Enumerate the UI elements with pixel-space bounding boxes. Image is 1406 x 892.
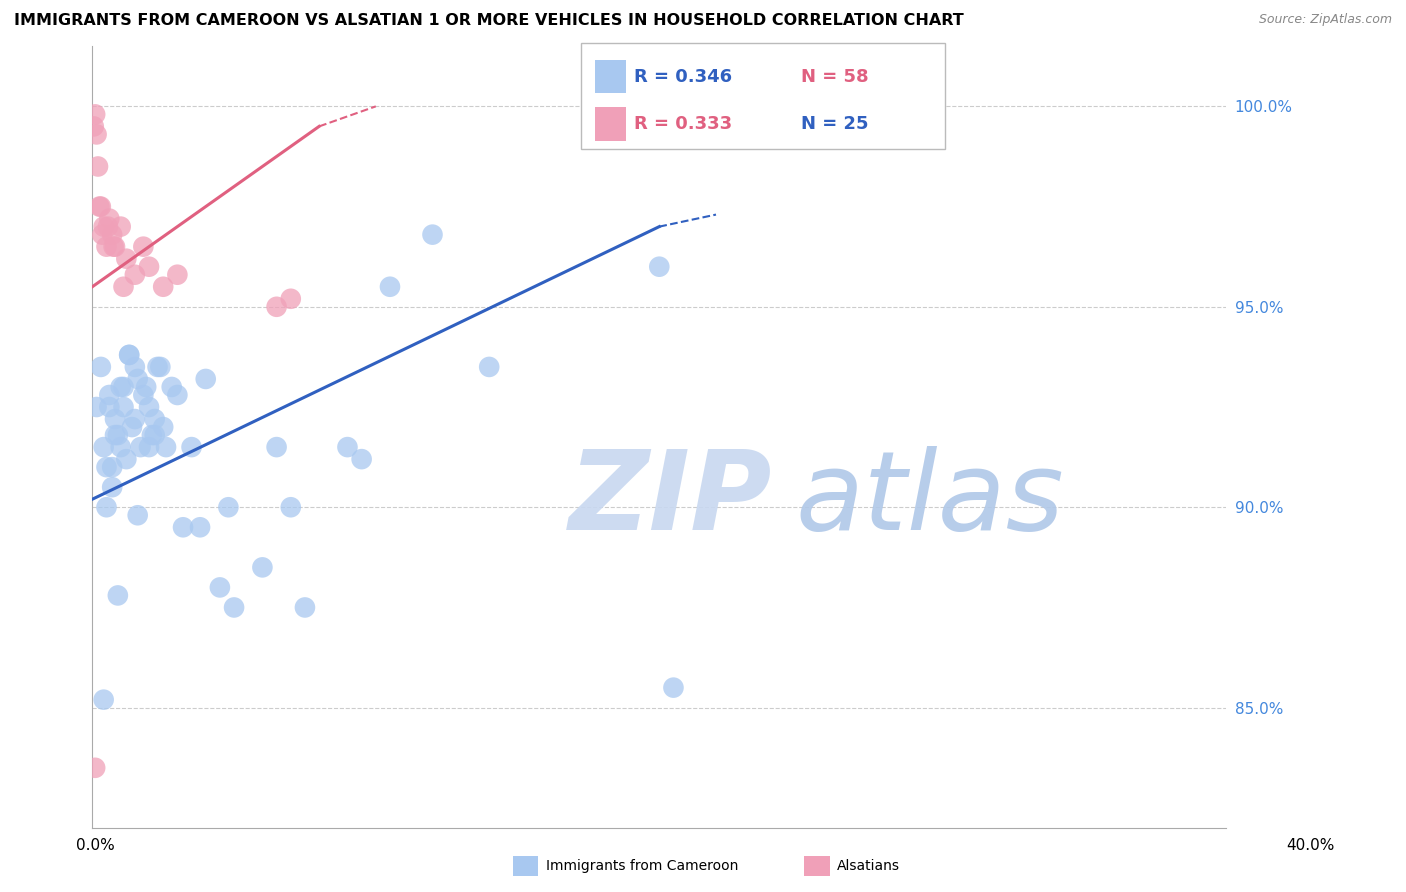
Point: [118, 348, 141, 362]
Point: [143, 428, 166, 442]
Point: [96, 500, 118, 515]
Point: [112, 380, 135, 394]
Point: [124, 412, 146, 426]
Text: Alsatians: Alsatians: [837, 859, 900, 873]
Point: [217, 500, 239, 515]
Point: [132, 388, 155, 402]
Point: [98, 388, 121, 402]
Text: N = 25: N = 25: [801, 115, 869, 133]
Point: [84, 107, 107, 121]
Point: [280, 292, 302, 306]
Point: [155, 440, 177, 454]
Point: [132, 240, 155, 254]
Point: [266, 300, 288, 314]
Point: [129, 440, 152, 454]
Point: [104, 240, 127, 254]
Point: [124, 359, 146, 374]
Text: atlas: atlas: [796, 446, 1064, 553]
Text: 0.0%: 0.0%: [76, 838, 115, 853]
Point: [141, 428, 163, 442]
Point: [350, 452, 373, 467]
Point: [112, 400, 135, 414]
Point: [98, 211, 121, 226]
Point: [96, 460, 118, 475]
Text: N = 58: N = 58: [801, 68, 869, 86]
Point: [222, 600, 245, 615]
Point: [138, 440, 160, 454]
Point: [152, 420, 174, 434]
Point: [107, 589, 129, 603]
Point: [118, 348, 141, 362]
Point: [172, 520, 194, 534]
Point: [115, 252, 138, 266]
Point: [104, 412, 127, 426]
Point: [93, 440, 115, 454]
Point: [110, 380, 132, 394]
Point: [135, 380, 157, 394]
Point: [422, 227, 444, 242]
Point: [84, 761, 107, 775]
Text: R = 0.333: R = 0.333: [634, 115, 733, 133]
Point: [166, 268, 188, 282]
Point: [252, 560, 274, 574]
Point: [266, 440, 288, 454]
Point: [124, 268, 146, 282]
Point: [89, 200, 111, 214]
Text: Immigrants from Cameroon: Immigrants from Cameroon: [546, 859, 738, 873]
Point: [149, 359, 172, 374]
Point: [152, 279, 174, 293]
Point: [97, 219, 120, 234]
Point: [127, 508, 149, 523]
Point: [648, 260, 671, 274]
Point: [86, 128, 108, 142]
Point: [188, 520, 211, 534]
Point: [110, 219, 132, 234]
Point: [101, 460, 124, 475]
Point: [662, 681, 685, 695]
Point: [336, 440, 359, 454]
Point: [83, 120, 105, 134]
Point: [378, 279, 401, 293]
Point: [93, 692, 115, 706]
Point: [166, 388, 188, 402]
Point: [104, 428, 127, 442]
Point: [101, 480, 124, 494]
Point: [127, 372, 149, 386]
Point: [96, 240, 118, 254]
Text: Source: ZipAtlas.com: Source: ZipAtlas.com: [1258, 13, 1392, 27]
Point: [138, 400, 160, 414]
Point: [138, 260, 160, 274]
Point: [90, 359, 112, 374]
Point: [103, 240, 125, 254]
Point: [208, 581, 231, 595]
Point: [160, 380, 183, 394]
Point: [90, 200, 112, 214]
Point: [86, 400, 108, 414]
Point: [143, 412, 166, 426]
Point: [146, 359, 169, 374]
Point: [93, 219, 115, 234]
Point: [180, 440, 202, 454]
Point: [107, 428, 129, 442]
Point: [478, 359, 501, 374]
Point: [110, 440, 132, 454]
Text: IMMIGRANTS FROM CAMEROON VS ALSATIAN 1 OR MORE VEHICLES IN HOUSEHOLD CORRELATION: IMMIGRANTS FROM CAMEROON VS ALSATIAN 1 O…: [14, 13, 963, 29]
Text: 40.0%: 40.0%: [1286, 838, 1334, 853]
Point: [280, 500, 302, 515]
Point: [101, 227, 124, 242]
Text: R = 0.346: R = 0.346: [634, 68, 733, 86]
Point: [121, 420, 143, 434]
Point: [194, 372, 217, 386]
Point: [115, 452, 138, 467]
Text: ZIP: ZIP: [568, 446, 772, 553]
Point: [112, 279, 135, 293]
Point: [98, 400, 121, 414]
Point: [91, 227, 114, 242]
Point: [87, 160, 110, 174]
Point: [294, 600, 316, 615]
